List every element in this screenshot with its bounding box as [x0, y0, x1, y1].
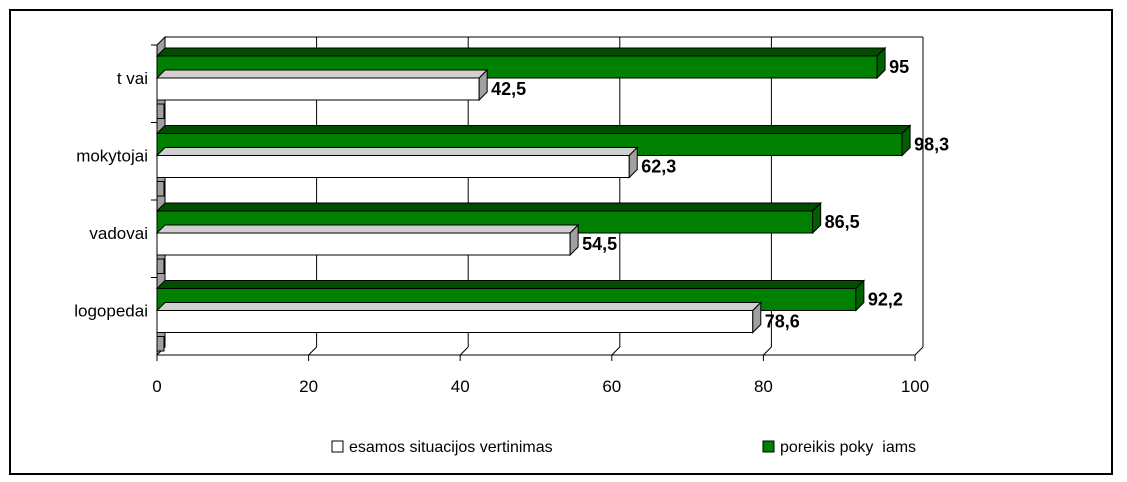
wall-segment	[156, 258, 165, 274]
wall-segment	[156, 103, 165, 119]
bar-front-face	[156, 232, 571, 256]
bar	[155, 146, 639, 179]
category-label: logopedai	[74, 302, 148, 321]
bar-side-face	[752, 301, 762, 334]
wall-segment	[156, 336, 165, 352]
bar-side-face	[901, 124, 911, 157]
bar-top-face	[155, 47, 887, 57]
bar-side-face	[855, 279, 865, 312]
legend-label-poreikis: poreikis poky iams	[780, 439, 916, 456]
value-label: 95	[889, 57, 909, 77]
bar-top-face	[155, 224, 580, 234]
value-label: 78,6	[765, 312, 800, 332]
gridline-floor	[611, 346, 621, 356]
bar-front-face	[156, 310, 754, 333]
legend-label-esamos: esamos situacijos vertinimas	[349, 439, 553, 456]
bar-top-face	[155, 202, 822, 212]
bar-side-face	[876, 46, 886, 80]
value-label: 98,3	[914, 135, 949, 155]
legend-swatch-poreikis	[762, 440, 775, 453]
x-tick-label: 80	[754, 377, 773, 396]
bar-top-face	[155, 302, 762, 311]
legend-swatch-esamos	[331, 440, 344, 453]
gridline-floor	[459, 346, 469, 356]
wall-segment	[156, 181, 165, 197]
category-label: t vai	[117, 69, 148, 88]
x-tick-label: 60	[602, 377, 621, 396]
x-tick-label: 100	[901, 377, 929, 396]
bar-side-face	[812, 201, 822, 235]
bar-side-face	[569, 223, 579, 257]
bar-side-face	[628, 146, 638, 179]
bar	[155, 223, 580, 257]
category-label: mokytojai	[76, 147, 148, 166]
x-tick-label: 20	[299, 377, 318, 396]
category-label: vadovai	[89, 224, 148, 243]
value-label: 86,5	[825, 212, 860, 232]
bar-top-face	[155, 69, 489, 79]
value-label: 42,5	[491, 79, 526, 99]
bar-front-face	[156, 77, 480, 101]
bar	[155, 68, 489, 102]
bar	[155, 301, 762, 334]
bar-top-face	[155, 125, 912, 134]
bar-top-face	[155, 280, 866, 289]
gridline-floor	[308, 346, 317, 356]
gridline-floor	[763, 346, 772, 356]
value-label: 54,5	[582, 234, 617, 254]
value-label: 62,3	[641, 157, 676, 177]
bar-side-face	[478, 68, 488, 102]
gridline-floor	[914, 346, 924, 356]
x-tick-label: 40	[451, 377, 470, 396]
value-label: 92,2	[868, 290, 903, 310]
legend: esamos situacijos vertinimas poreikis po…	[331, 439, 916, 456]
bar-top-face	[155, 147, 639, 156]
x-tick-label: 0	[152, 377, 161, 396]
bar-front-face	[156, 155, 630, 178]
